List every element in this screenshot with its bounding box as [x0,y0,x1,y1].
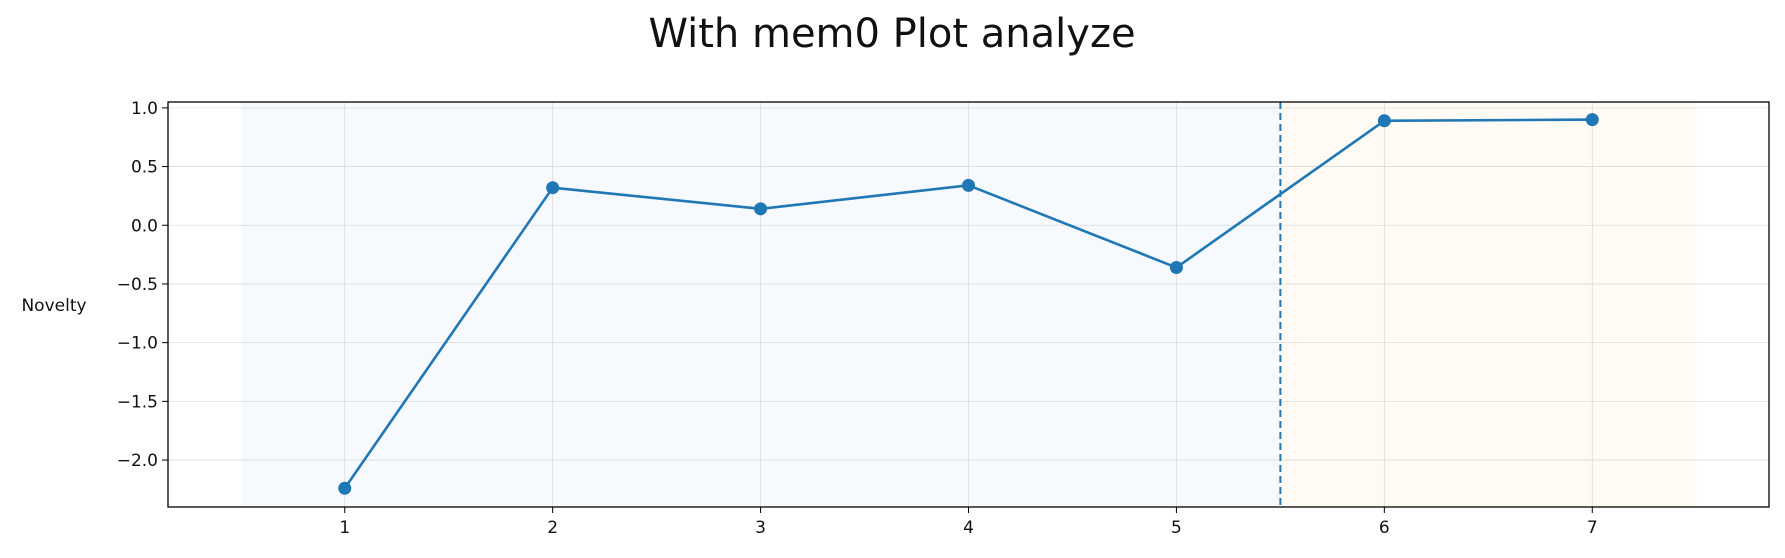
x-tick-label: 6 [1379,518,1390,538]
data-point [1169,261,1183,275]
data-point [338,481,352,495]
x-tick-label: 7 [1587,518,1598,538]
y-tick-label: 1.0 [131,99,158,119]
x-tick-label: 1 [339,518,350,538]
y-tick-label: 0.5 [131,158,158,178]
x-tick-label: 3 [755,518,766,538]
y-tick-label: −2.0 [117,451,158,471]
y-tick-label: 0.0 [131,216,158,236]
shaded-region-2 [1280,102,1697,507]
data-point [962,178,975,192]
y-tick-label: −1.5 [117,392,158,412]
x-tick-label: 4 [963,518,974,538]
y-tick-label: −1.0 [117,334,158,354]
y-tick-label: −0.5 [117,275,158,295]
y-axis-label: Novelty [21,296,86,316]
data-point [1377,114,1391,128]
chart-title: With mem0 Plot analyze [648,11,1135,57]
data-point [546,181,560,195]
data-point [754,202,768,216]
x-tick-label: 2 [547,518,558,538]
plot-area: 1 2 3 4 5 6 7 1.0 0.5 0.0 −0.5 −1.0 −1.5 −2.0 [117,99,1770,538]
x-tick-label: 5 [1171,518,1182,538]
data-point [1585,113,1599,127]
